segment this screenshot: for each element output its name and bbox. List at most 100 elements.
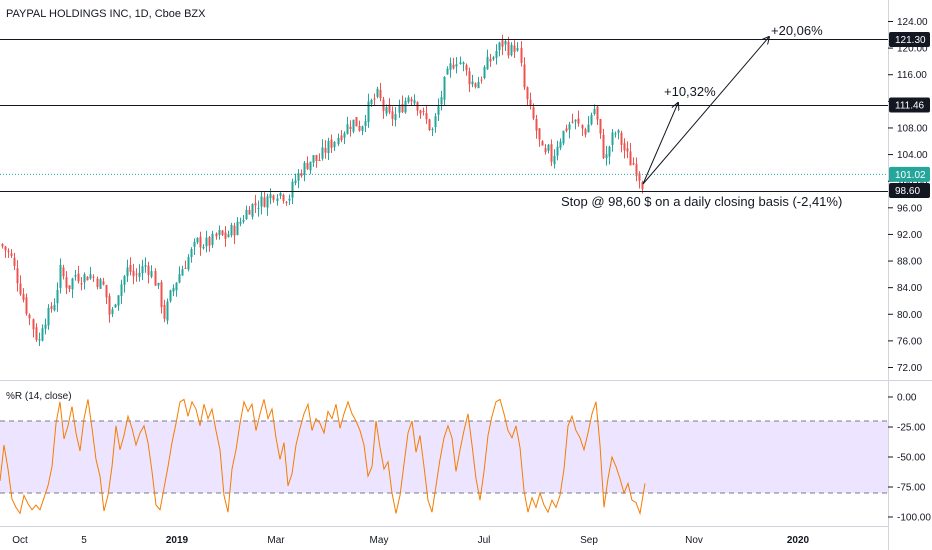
- candle-body: [138, 272, 141, 277]
- candle-body: [215, 233, 218, 237]
- candle-body: [242, 219, 245, 222]
- candle-body: [300, 173, 303, 176]
- candle-body: [41, 328, 44, 341]
- candle-body: [291, 181, 294, 198]
- candle-body: [19, 283, 22, 295]
- price-tick-label: 84.00: [897, 283, 922, 294]
- candle-body: [169, 290, 172, 302]
- candle-body: [641, 182, 644, 190]
- candle-body: [611, 132, 614, 145]
- price-tick-label: 72.00: [897, 363, 922, 374]
- candle-body: [86, 276, 89, 281]
- candle-body: [440, 97, 443, 105]
- candle-body: [346, 124, 349, 134]
- candle-body: [135, 273, 138, 275]
- candle-body: [623, 143, 626, 151]
- candle-body: [297, 173, 300, 181]
- candle-body: [141, 266, 144, 274]
- candle-body: [632, 163, 635, 165]
- candle-body: [635, 164, 638, 176]
- candle-body: [294, 180, 297, 184]
- candle-body: [68, 285, 71, 289]
- candle-body: [574, 119, 577, 122]
- candle-body: [376, 88, 379, 97]
- candle-body: [35, 327, 38, 340]
- wr-tick-label: -25.00: [897, 423, 926, 434]
- candle-body: [245, 209, 248, 220]
- candle-body: [16, 268, 19, 284]
- candle-body: [593, 108, 596, 114]
- candle-body: [211, 233, 214, 246]
- projection-arrows: [642, 37, 769, 185]
- candle-body: [272, 195, 275, 200]
- candle-body: [99, 279, 102, 289]
- candle-body: [62, 267, 65, 277]
- candle-body: [584, 129, 587, 135]
- candle-body: [516, 48, 519, 51]
- price-label: 111.46: [895, 100, 925, 111]
- candle-body: [175, 282, 178, 291]
- candle-body: [32, 319, 35, 330]
- candle-body: [230, 224, 233, 236]
- chart-title: PAYPAL HOLDINGS INC, 1D, Cboe BZX: [6, 8, 206, 20]
- candle-body: [431, 129, 434, 131]
- price-label-box: [889, 183, 930, 199]
- candle-body: [538, 128, 541, 140]
- candle-body: [318, 159, 321, 161]
- candle-body: [617, 130, 620, 133]
- candle-body: [172, 287, 175, 292]
- candle-body: [123, 276, 126, 285]
- candle-body: [117, 295, 120, 306]
- time-tick-label: 5: [81, 535, 87, 546]
- candle-body: [276, 198, 279, 202]
- candle-body: [571, 121, 574, 123]
- candle-body: [13, 257, 16, 266]
- arrow-target-2: [642, 37, 769, 185]
- candle-body: [260, 196, 263, 207]
- candle-body: [160, 282, 163, 308]
- time-tick-label: Oct: [12, 535, 28, 546]
- candle-body: [526, 87, 529, 100]
- candle-body: [605, 154, 608, 159]
- candle-body: [416, 102, 419, 111]
- candle-body: [184, 267, 187, 269]
- candle-body: [443, 77, 446, 100]
- price-label: 98.60: [895, 186, 920, 197]
- candle-body: [102, 281, 105, 285]
- candle-body: [218, 229, 221, 236]
- price-label: 101.02: [895, 170, 926, 181]
- candle-body: [105, 285, 108, 298]
- price-tick-label: 116.00: [897, 70, 927, 81]
- candle-body: [523, 64, 526, 88]
- candle-body: [480, 79, 483, 81]
- candle-body: [626, 148, 629, 152]
- candle-body: [25, 297, 28, 314]
- indicator-axis: 0.00 -25.00 -50.00 -75.00 -100.00: [888, 393, 931, 524]
- candle-body: [120, 284, 123, 296]
- candle-body: [465, 65, 468, 71]
- candle-body: [492, 57, 495, 60]
- candle-body: [422, 111, 425, 113]
- candle-body: [449, 63, 452, 70]
- time-tick-label: Sep: [580, 535, 598, 546]
- candle-body: [22, 293, 25, 300]
- candle-body: [459, 62, 462, 64]
- time-tick-label: Nov: [685, 535, 703, 546]
- candle-body: [53, 304, 56, 311]
- candlestick-series: [1, 34, 644, 347]
- candle-body: [77, 273, 80, 282]
- candle-body: [236, 221, 239, 235]
- wr-tick-label: 0.00: [897, 393, 917, 404]
- candle-body: [224, 232, 227, 239]
- candle-body: [434, 116, 437, 128]
- candle-body: [410, 99, 413, 102]
- candle-body: [483, 67, 486, 79]
- horizontal-levels: [0, 39, 888, 192]
- candle-body: [455, 64, 458, 67]
- candle-body: [144, 265, 147, 267]
- candle-body: [468, 71, 471, 85]
- candle-body: [288, 198, 291, 201]
- candle-body: [364, 121, 367, 126]
- time-tick-label: May: [370, 535, 389, 546]
